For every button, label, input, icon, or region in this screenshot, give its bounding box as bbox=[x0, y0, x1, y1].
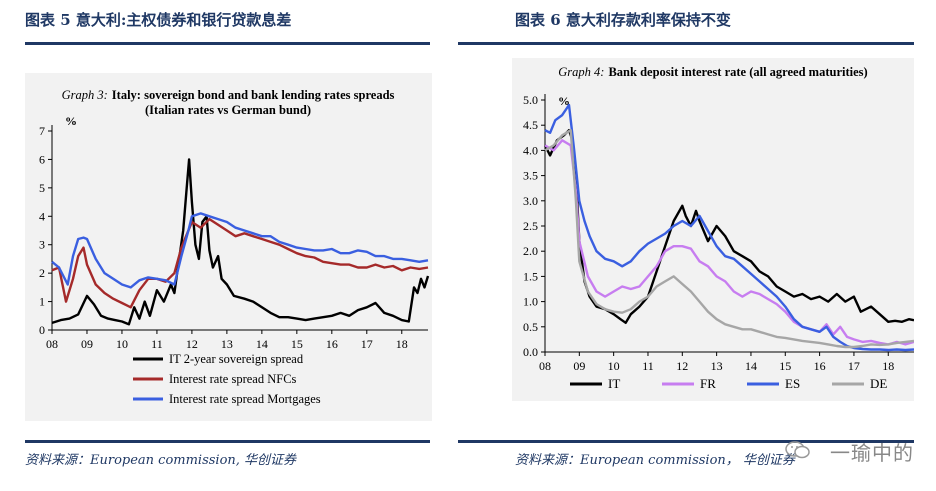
x-tick-label: 17 bbox=[361, 337, 373, 351]
x-tick-label: 10 bbox=[608, 359, 620, 373]
x-tick-label: 18 bbox=[882, 359, 894, 373]
deposit-rate-chart: Graph 4: Bank deposit interest rate (all … bbox=[523, 65, 915, 391]
x-tick-label: 12 bbox=[676, 359, 688, 373]
x-tick-label: 08 bbox=[539, 359, 551, 373]
right-chart-frame: Graph 4: Bank deposit interest rate (all … bbox=[512, 58, 915, 401]
legend-label: IT bbox=[608, 376, 620, 391]
x-tick-label: 13 bbox=[711, 359, 723, 373]
y-tick-label: 0 bbox=[39, 323, 45, 337]
y-axis-unit-label: % bbox=[558, 94, 570, 108]
x-tick-label: 13 bbox=[221, 337, 233, 351]
series-line-interest-rate-spread-nfcs bbox=[51, 217, 429, 309]
x-tick-label: 11 bbox=[642, 359, 654, 373]
x-tick-label: 16 bbox=[326, 337, 338, 351]
y-tick-label: 3.0 bbox=[523, 194, 538, 208]
y-tick-label: 6 bbox=[39, 152, 45, 166]
left-title-rule bbox=[25, 42, 430, 45]
x-tick-label: 12 bbox=[186, 337, 198, 351]
legend-label: Interest rate spread Mortgages bbox=[169, 392, 321, 406]
chart-subtitle: (Italian rates vs German bund) bbox=[145, 103, 311, 117]
y-tick-label: 5 bbox=[39, 181, 45, 195]
left-chart-frame: Graph 3: Italy: sovereign bond and bank l… bbox=[25, 73, 432, 421]
x-tick-label: 08 bbox=[46, 337, 58, 351]
legend-label: FR bbox=[700, 376, 716, 391]
y-tick-label: 2.0 bbox=[523, 244, 538, 258]
x-tick-label: 14 bbox=[745, 359, 757, 373]
left-source-note: 资料来源：European commission, 华创证券 bbox=[25, 453, 297, 468]
x-tick-label: 10 bbox=[116, 337, 128, 351]
y-tick-label: 3 bbox=[39, 238, 45, 252]
x-tick-label: 17 bbox=[848, 359, 860, 373]
right-title-rule bbox=[458, 42, 914, 45]
wechat-icon bbox=[785, 441, 810, 459]
series-line-es bbox=[544, 103, 915, 352]
series-line-de bbox=[544, 129, 915, 349]
watermark-text: 一瑜中的 bbox=[830, 441, 914, 465]
chart-title: Graph 4: Bank deposit interest rate (all … bbox=[558, 65, 867, 79]
y-tick-label: 0.0 bbox=[523, 345, 538, 359]
right-source-note: 资料来源：European commission， 华创证券 bbox=[515, 453, 795, 468]
x-tick-label: 15 bbox=[291, 337, 303, 351]
left-source-rule bbox=[25, 440, 430, 443]
y-tick-label: 1 bbox=[39, 295, 45, 309]
y-tick-label: 5.0 bbox=[523, 93, 538, 107]
x-tick-label: 14 bbox=[256, 337, 268, 351]
x-tick-label: 15 bbox=[779, 359, 791, 373]
right-figure-title: 图表 6 意大利存款利率保持不变 bbox=[515, 11, 731, 29]
y-tick-label: 4.0 bbox=[523, 143, 538, 157]
y-tick-label: 2 bbox=[39, 266, 45, 280]
y-tick-label: 7 bbox=[39, 124, 45, 138]
x-tick-label: 18 bbox=[396, 337, 408, 351]
series-line-it-2-year-sovereign-spread bbox=[51, 158, 430, 326]
left-figure-title: 图表 5 意大利:主权债券和银行贷款息差 bbox=[25, 11, 292, 29]
y-tick-label: 4.5 bbox=[523, 118, 538, 132]
y-tick-label: 4 bbox=[39, 209, 45, 223]
y-axis-unit-label: % bbox=[65, 114, 77, 128]
legend-label: ES bbox=[785, 376, 800, 391]
series-line-fr bbox=[544, 139, 915, 346]
right-source-rule bbox=[458, 440, 914, 443]
y-tick-label: 1.5 bbox=[523, 269, 538, 283]
y-tick-label: 3.5 bbox=[523, 169, 538, 183]
legend-label: Interest rate spread NFCs bbox=[169, 372, 297, 386]
x-tick-label: 09 bbox=[81, 337, 93, 351]
y-tick-label: 0.5 bbox=[523, 320, 538, 334]
legend-label: DE bbox=[870, 376, 887, 391]
legend-label: IT 2-year sovereign spread bbox=[169, 352, 304, 366]
series-line-interest-rate-spread-mortgages bbox=[51, 212, 429, 289]
x-tick-label: 11 bbox=[151, 337, 163, 351]
sovereign-spread-chart: Graph 3: Italy: sovereign bond and bank l… bbox=[39, 88, 430, 406]
y-tick-label: 2.5 bbox=[523, 219, 538, 233]
x-tick-label: 09 bbox=[573, 359, 585, 373]
x-tick-label: 16 bbox=[814, 359, 826, 373]
y-tick-label: 1.0 bbox=[523, 295, 538, 309]
chart-title: Graph 3: Italy: sovereign bond and bank l… bbox=[62, 88, 395, 102]
